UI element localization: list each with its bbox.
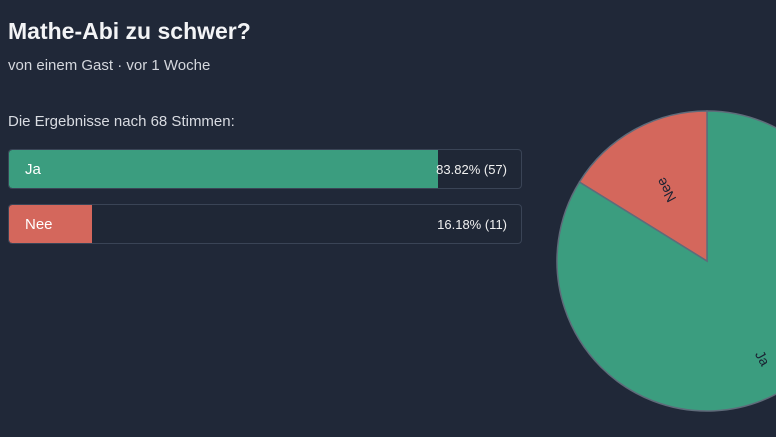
poll-title: Mathe-Abi zu schwer? bbox=[8, 18, 251, 44]
poll-option-nee[interactable]: Nee 16.18% (11) bbox=[8, 204, 522, 244]
results-caption: Die Ergebnisse nach 68 Stimmen: bbox=[8, 113, 235, 130]
option-result: 83.82% (57) bbox=[436, 162, 507, 177]
poll-meta: von einem Gast · vor 1 Woche bbox=[8, 57, 211, 74]
result-bar-fill bbox=[9, 150, 439, 188]
option-result: 16.18% (11) bbox=[437, 217, 507, 232]
pie-slice-nee bbox=[578, 110, 708, 263]
pie-slice-ja bbox=[556, 110, 776, 412]
result-bar-fill bbox=[9, 205, 92, 243]
poll-option-ja[interactable]: Ja 83.82% (57) bbox=[8, 149, 522, 189]
pie-label-ja: Ja bbox=[752, 348, 773, 369]
option-label: Ja bbox=[25, 161, 41, 178]
option-label: Nee bbox=[25, 216, 53, 233]
